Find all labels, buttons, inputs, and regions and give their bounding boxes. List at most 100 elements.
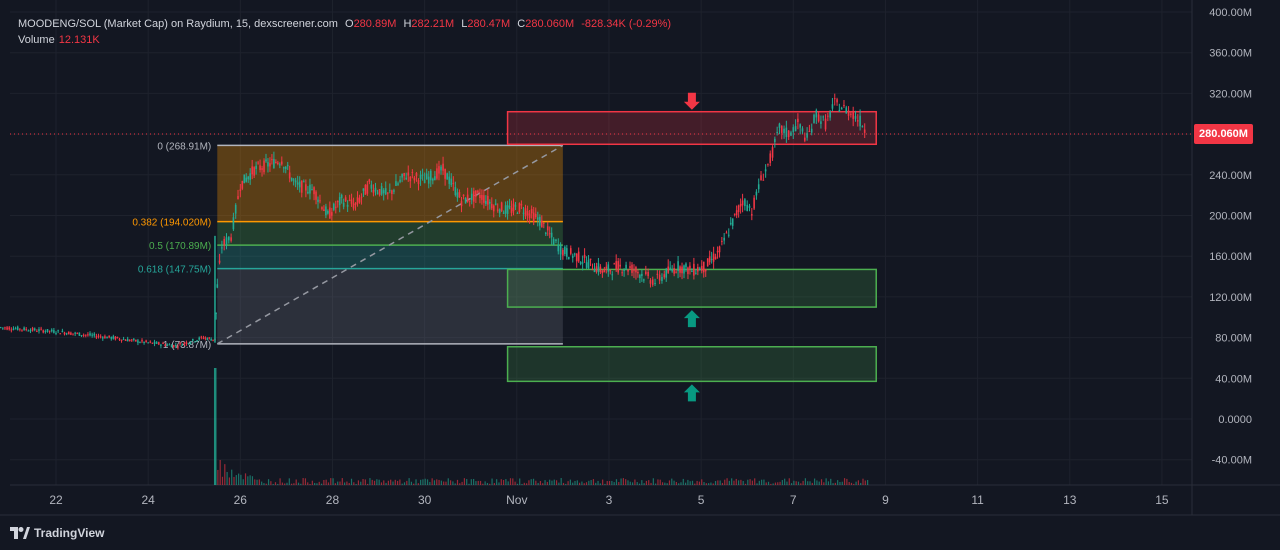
volume-bar <box>632 482 634 485</box>
candle-body <box>671 269 673 272</box>
candle-body <box>833 98 836 100</box>
candle-body <box>448 176 451 184</box>
candle-body <box>599 266 602 272</box>
volume-bar <box>689 481 691 485</box>
candle-body <box>520 204 523 206</box>
volume-bar <box>530 479 532 485</box>
volume-bar <box>383 480 385 485</box>
volume-bar <box>839 481 841 485</box>
candle-body <box>97 335 100 337</box>
candle-body <box>155 342 158 344</box>
candle-body <box>255 165 257 169</box>
volume-bar <box>625 479 627 485</box>
volume-bar <box>703 482 705 485</box>
candle-body <box>760 175 762 181</box>
volume-bar <box>422 479 424 485</box>
volume-bar <box>742 481 744 485</box>
volume-bar <box>710 482 712 485</box>
candle-body <box>526 210 529 216</box>
volume-bar <box>659 479 661 485</box>
volume-bar <box>362 478 364 485</box>
volume-bar <box>373 480 376 485</box>
candle-body <box>120 339 123 341</box>
volume-bar <box>263 483 265 485</box>
candle-body <box>663 274 666 278</box>
fib-band <box>217 221 563 246</box>
candle-body <box>317 199 319 202</box>
volume-bar <box>509 478 512 485</box>
candle-body <box>168 344 171 346</box>
volume-bar <box>546 481 548 485</box>
candle-body <box>300 180 303 193</box>
candle-body <box>468 200 471 202</box>
candle-body <box>751 214 753 216</box>
x-tick-label: 22 <box>49 493 63 507</box>
candle-body <box>633 270 635 272</box>
ohlc-close: C280.060M <box>517 18 575 30</box>
volume-bar <box>318 481 320 485</box>
volume-bar <box>403 482 406 485</box>
volume-bar <box>597 480 599 485</box>
candle-body <box>647 271 649 277</box>
candle-body <box>635 267 637 273</box>
volume-bar <box>774 482 777 485</box>
candle-body <box>177 346 179 348</box>
candle-body <box>440 166 442 171</box>
tradingview-logo[interactable]: TradingView <box>10 524 104 542</box>
supply-zone[interactable] <box>506 110 877 146</box>
candle-body <box>78 332 81 336</box>
volume-bar <box>424 478 426 485</box>
candle-body <box>729 222 732 225</box>
candle-body <box>23 327 25 331</box>
candle-body <box>595 266 598 272</box>
candle-body <box>183 342 186 344</box>
candle-body <box>368 179 371 182</box>
candle-body <box>577 251 580 262</box>
candle-body <box>502 212 505 214</box>
volume-bar <box>661 482 664 485</box>
candle-body <box>485 200 487 204</box>
candle-body <box>145 340 147 342</box>
price-series[interactable] <box>0 93 866 350</box>
candle-body <box>546 226 549 231</box>
volume-bar <box>797 481 800 485</box>
volume-bar <box>507 481 509 485</box>
candle-body <box>702 261 705 273</box>
volume-bar <box>602 479 604 485</box>
volume-bar <box>855 481 857 485</box>
symbol-title[interactable]: MOODENG/SOL (Market Cap) on Raydium, 15,… <box>18 18 338 30</box>
demand-zone[interactable] <box>506 346 877 383</box>
volume-value: 12.131K <box>58 34 100 46</box>
demand-zone[interactable] <box>506 268 877 308</box>
candle-body <box>731 218 734 226</box>
candle-body <box>483 195 485 203</box>
volume-label[interactable]: Volume <box>18 34 55 46</box>
candle-body <box>458 192 461 198</box>
candle-body <box>541 220 543 228</box>
fib-level-label: 0.618 (147.75M) <box>138 265 211 276</box>
candle-body <box>504 205 507 214</box>
candle-body <box>202 337 205 339</box>
candle-body <box>744 199 746 207</box>
candle-body <box>327 210 329 214</box>
volume-bar <box>496 479 498 485</box>
ohlc-high: H282.21M <box>403 18 455 30</box>
candle-body <box>733 213 736 215</box>
volume-bar <box>378 479 380 485</box>
volume-bar <box>758 480 760 485</box>
candle-body <box>16 326 19 331</box>
candle-body <box>122 339 125 341</box>
volume-bar <box>784 478 786 485</box>
volume-bar <box>717 480 719 485</box>
candle-body <box>290 177 293 181</box>
volume-bar <box>585 482 588 485</box>
x-tick-label: 11 <box>971 493 984 507</box>
candle-body <box>746 204 748 212</box>
volume-bar <box>387 480 389 485</box>
candle-body <box>137 340 139 343</box>
fib-trend-line[interactable] <box>216 144 564 345</box>
volume-bar <box>447 478 449 485</box>
volume-bar <box>747 479 749 485</box>
volume-bar <box>392 481 394 485</box>
